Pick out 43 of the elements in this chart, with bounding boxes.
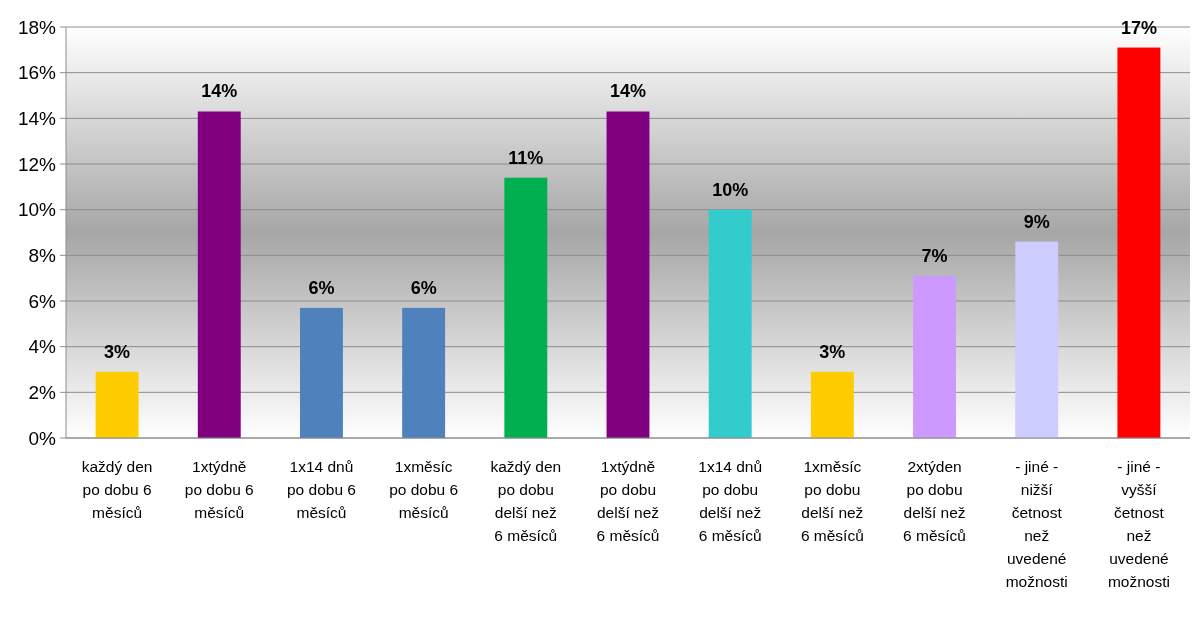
y-tick-label: 14% xyxy=(17,107,57,129)
y-tick-label: 10% xyxy=(17,199,57,221)
x-tick-label: 1xměsíc po dobu delší než 6 měsíců xyxy=(800,458,864,544)
y-tick-label: 6% xyxy=(28,290,57,312)
y-tick-label: 4% xyxy=(28,336,57,358)
bar xyxy=(300,307,343,438)
bar xyxy=(913,275,956,438)
data-label: 10% xyxy=(712,179,749,200)
x-tick-label: 1x14 dnů po dobu delší než 6 měsíců xyxy=(698,458,763,544)
data-label: 14% xyxy=(609,81,647,102)
x-tick-label: 2xtýden po dobu delší než 6 měsíců xyxy=(903,458,966,544)
data-label: 11% xyxy=(508,147,544,168)
x-tick-label: 1xměsíc po dobu 6 měsíců xyxy=(389,458,459,521)
bar xyxy=(708,209,752,438)
y-tick-label: 2% xyxy=(28,381,57,403)
x-tick-label: 1xtýdně po dobu delší než 6 měsíců xyxy=(596,458,660,544)
x-tick-label: každý den po dobu delší než 6 měsíců xyxy=(490,458,562,544)
x-tick-label: 1x14 dnů po dobu 6 měsíců xyxy=(286,458,356,521)
x-tick-label: - jiné - vyšší četnost než uvedené možnosti xyxy=(1107,458,1170,590)
bar xyxy=(95,371,139,438)
data-label: 6% xyxy=(308,277,335,298)
y-tick-label: 18% xyxy=(17,16,57,38)
data-label: 6% xyxy=(410,277,437,298)
data-label: 7% xyxy=(921,245,948,266)
data-label: 3% xyxy=(819,341,846,362)
bar xyxy=(1015,241,1059,438)
bar xyxy=(810,371,854,438)
x-tick-label: každý den po dobu 6 měsíců xyxy=(81,458,153,521)
bar xyxy=(197,111,241,438)
data-label: 9% xyxy=(1023,211,1050,232)
bar xyxy=(606,111,650,438)
y-tick-label: 0% xyxy=(28,427,57,449)
data-label: 3% xyxy=(104,341,131,362)
x-tick-label: 1xtýdně po dobu 6 měsíců xyxy=(184,458,254,521)
y-tick-label: 12% xyxy=(17,153,57,175)
bar xyxy=(504,177,548,438)
x-tick-label: - jiné - nižší četnost než uvedené možnosti xyxy=(1005,458,1068,590)
y-tick-label: 8% xyxy=(28,244,57,266)
bar xyxy=(402,307,446,438)
bar xyxy=(1117,47,1161,438)
data-label: 14% xyxy=(201,81,238,102)
y-tick-label: 16% xyxy=(17,62,57,84)
data-label: 17% xyxy=(1120,17,1157,38)
